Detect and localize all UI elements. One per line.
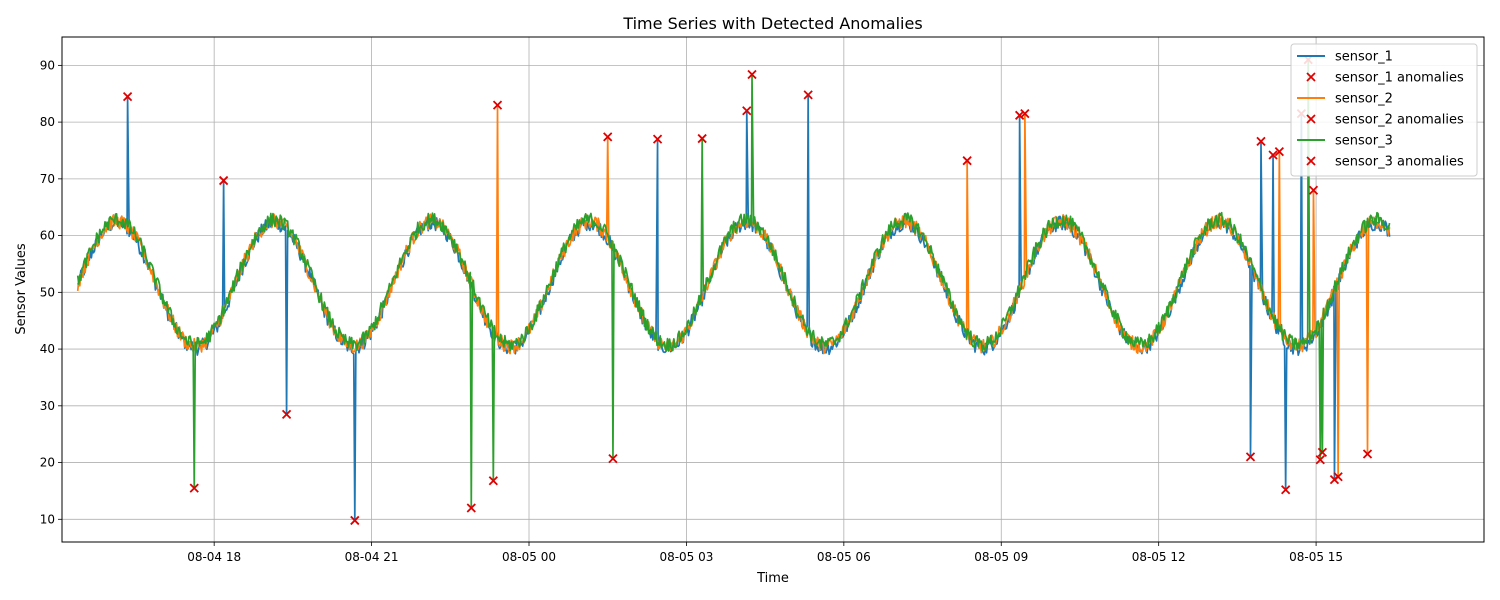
y-tick-label: 50 [40, 285, 55, 299]
anomaly-marker-sensor_2 [1333, 472, 1343, 482]
anomaly-marker-sensor_3 [697, 133, 707, 144]
x-tick-label: 08-05 03 [659, 550, 713, 564]
y-tick-label: 90 [40, 58, 55, 72]
anomaly-marker-sensor_3 [189, 483, 199, 493]
legend: sensor_1 sensor_1 anomalies sensor_2sensor… [1290, 43, 1478, 177]
axis-ticks: 08-04 18 08-04 21 08-05 00 08-05 03 08-05 06… [40, 58, 1343, 564]
legend-label-sensor_1-anomalies: sensor_1 anomalies [1335, 71, 1464, 86]
x-tick-label: 08-04 21 [345, 550, 399, 564]
anomaly-marker-sensor_1 [350, 515, 360, 526]
legend-box [1290, 43, 1478, 177]
series-lines [76, 58, 1391, 522]
anomaly-marker-sensor_1 [742, 106, 752, 116]
y-tick-label: 20 [40, 456, 55, 470]
anomaly-marker-sensor_3 [466, 503, 476, 513]
anomaly-marker-sensor_1 [1256, 136, 1266, 147]
legend-anomaly-swatch-sensor_2 [1306, 114, 1316, 124]
x-tick-label: 08-05 06 [817, 550, 871, 564]
plot-area-frame [61, 36, 1485, 543]
legend-label-sensor_2: sensor_2 [1335, 92, 1393, 107]
y-tick-label: 60 [40, 229, 55, 243]
anomaly-marker-sensor_1 [281, 409, 292, 419]
anomaly-marker-sensor_1 [1268, 150, 1278, 160]
legend-label-sensor_3: sensor_3 [1335, 134, 1393, 149]
x-axis-label: Time [756, 571, 789, 586]
anomaly-marker-sensor_2 [962, 156, 972, 166]
legend-label-sensor_2-anomalies: sensor_2 anomalies [1335, 113, 1464, 128]
anomaly-marker-sensor_1 [803, 90, 813, 100]
anomaly-marker-sensor_2 [1362, 449, 1373, 459]
x-tick-label: 08-05 12 [1132, 550, 1186, 564]
anomaly-marker-sensor_3 [488, 476, 498, 486]
anomaly-marker-sensor_3 [608, 453, 618, 464]
anomaly-marker-sensor_2 [603, 132, 613, 142]
legend-label-sensor_3-anomalies: sensor_3 anomalies [1335, 155, 1464, 170]
anomaly-marker-sensor_1 [218, 175, 229, 186]
anomaly-marker-sensor_1 [1281, 485, 1291, 495]
anomaly-marker-sensor_1 [1014, 110, 1025, 120]
anomaly-marker-sensor_1 [1245, 452, 1256, 462]
y-tick-label: 40 [40, 342, 55, 356]
legend-label-sensor_1: sensor_1 [1335, 50, 1393, 65]
anomaly-marker-sensor_2 [1308, 185, 1319, 195]
legend-anomaly-swatch-sensor_1 [1306, 72, 1316, 82]
legend-anomaly-swatch-sensor_3 [1306, 156, 1316, 166]
anomaly-marker-sensor_2 [1274, 146, 1284, 157]
series-line-sensor_1 [76, 94, 1391, 522]
x-tick-label: 08-05 15 [1289, 550, 1343, 564]
y-tick-label: 30 [40, 399, 55, 413]
x-tick-label: 08-04 18 [187, 550, 241, 564]
chart-title: Time Series with Detected Anomalies [622, 14, 922, 33]
y-tick-label: 10 [40, 512, 55, 526]
anomaly-marker-sensor_1 [122, 91, 133, 102]
anomaly-marker-sensor_1 [652, 134, 663, 144]
x-tick-label: 08-05 09 [974, 550, 1028, 564]
anomaly-marker-sensor_3 [747, 69, 757, 80]
y-tick-label: 80 [40, 115, 55, 129]
anomaly-marker-sensor_3 [1315, 455, 1325, 465]
x-tick-label: 08-05 00 [502, 550, 556, 564]
grid [62, 37, 1484, 542]
y-tick-label: 70 [40, 172, 55, 186]
series-line-sensor_2 [76, 104, 1391, 478]
anomaly-marker-sensor_2 [492, 100, 503, 110]
anomaly-marker-sensor_2 [1020, 108, 1030, 119]
y-axis-label: Sensor Values [14, 243, 29, 334]
anomaly-marker-sensor_3 [1317, 447, 1328, 457]
series-line-sensor_3 [76, 58, 1391, 509]
